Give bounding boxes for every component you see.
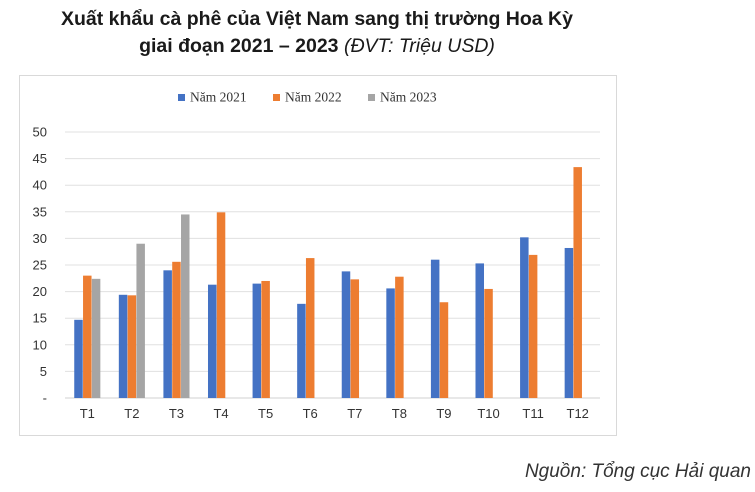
bar — [564, 247, 574, 398]
y-tick-label: 10 — [33, 337, 47, 352]
legend-swatch — [178, 94, 185, 101]
x-tick-label: T7 — [347, 406, 362, 421]
bar — [163, 270, 172, 398]
x-tick-label: T9 — [436, 406, 451, 421]
bar — [216, 212, 226, 398]
bar-chart: - 5 10 15 20 25 30 35 40 45 50 T1 T2 T3 T4 T5 T6 T7 T8 T9 T1… — [33, 90, 600, 421]
bar — [118, 294, 128, 398]
x-tick-label: T1 — [80, 406, 95, 421]
y-tick-label: 20 — [33, 284, 47, 299]
bar — [439, 302, 449, 398]
bar — [252, 283, 262, 398]
bar — [136, 243, 145, 398]
source-note: Nguồn: Tổng cục Hải quan — [524, 461, 751, 482]
x-tick-label: T12 — [567, 406, 589, 421]
x-tick-label: T5 — [258, 406, 273, 421]
bar — [207, 284, 217, 398]
bar — [74, 319, 83, 398]
title-unit: (ĐVT: Triệu USD) — [343, 35, 495, 57]
bar — [528, 254, 538, 398]
title-period: giai đoạn 2021 – 2023 — [139, 35, 339, 57]
x-tick-label: T6 — [303, 406, 318, 421]
bar — [261, 280, 270, 398]
bar — [386, 288, 395, 398]
bar — [127, 295, 137, 398]
chart-title: Xuất khẩu cà phê của Việt Nam sang thị t… — [0, 6, 634, 60]
x-tick-label: T2 — [124, 406, 139, 421]
legend-swatch — [368, 94, 375, 101]
y-tick-label: - — [43, 391, 47, 406]
bar — [91, 278, 101, 398]
x-tick-label: T10 — [477, 406, 499, 421]
chart-area: - 5 10 15 20 25 30 35 40 45 50 T1 T2 T3 T4 T5 T6 T7 T8 T9 T1… — [19, 75, 617, 436]
title-line-1: Xuất khẩu cà phê của Việt Nam sang thị t… — [61, 8, 573, 30]
bar — [305, 258, 315, 398]
legend-label: Năm 2021 — [190, 90, 247, 105]
bar — [297, 303, 306, 398]
bar — [172, 261, 181, 398]
y-tick-label: 40 — [33, 178, 47, 193]
y-tick-label: 50 — [33, 125, 47, 140]
x-tick-label: T3 — [169, 406, 184, 421]
y-tick-label: 15 — [33, 311, 47, 326]
y-tick-label: 35 — [33, 204, 47, 219]
bar — [83, 275, 92, 398]
bar — [484, 288, 493, 398]
bar — [573, 167, 582, 398]
bar — [430, 259, 440, 398]
y-tick-label: 25 — [33, 258, 47, 273]
bar — [350, 279, 360, 398]
y-tick-label: 45 — [33, 151, 47, 166]
bar — [395, 276, 404, 398]
bar — [475, 263, 484, 398]
legend-swatch — [273, 94, 280, 101]
legend-label: Năm 2022 — [285, 90, 342, 105]
x-tick-label: T11 — [522, 406, 543, 421]
title-line-2: giai đoạn 2021 – 2023 (ĐVT: Triệu USD) — [0, 33, 634, 60]
bar — [520, 237, 529, 398]
bar — [181, 214, 190, 398]
legend-label: Năm 2023 — [380, 90, 437, 105]
y-tick-label: 30 — [33, 231, 47, 246]
bar — [341, 271, 351, 398]
y-tick-label: 5 — [40, 364, 47, 379]
x-tick-label: T4 — [213, 406, 228, 421]
x-tick-label: T8 — [392, 406, 407, 421]
